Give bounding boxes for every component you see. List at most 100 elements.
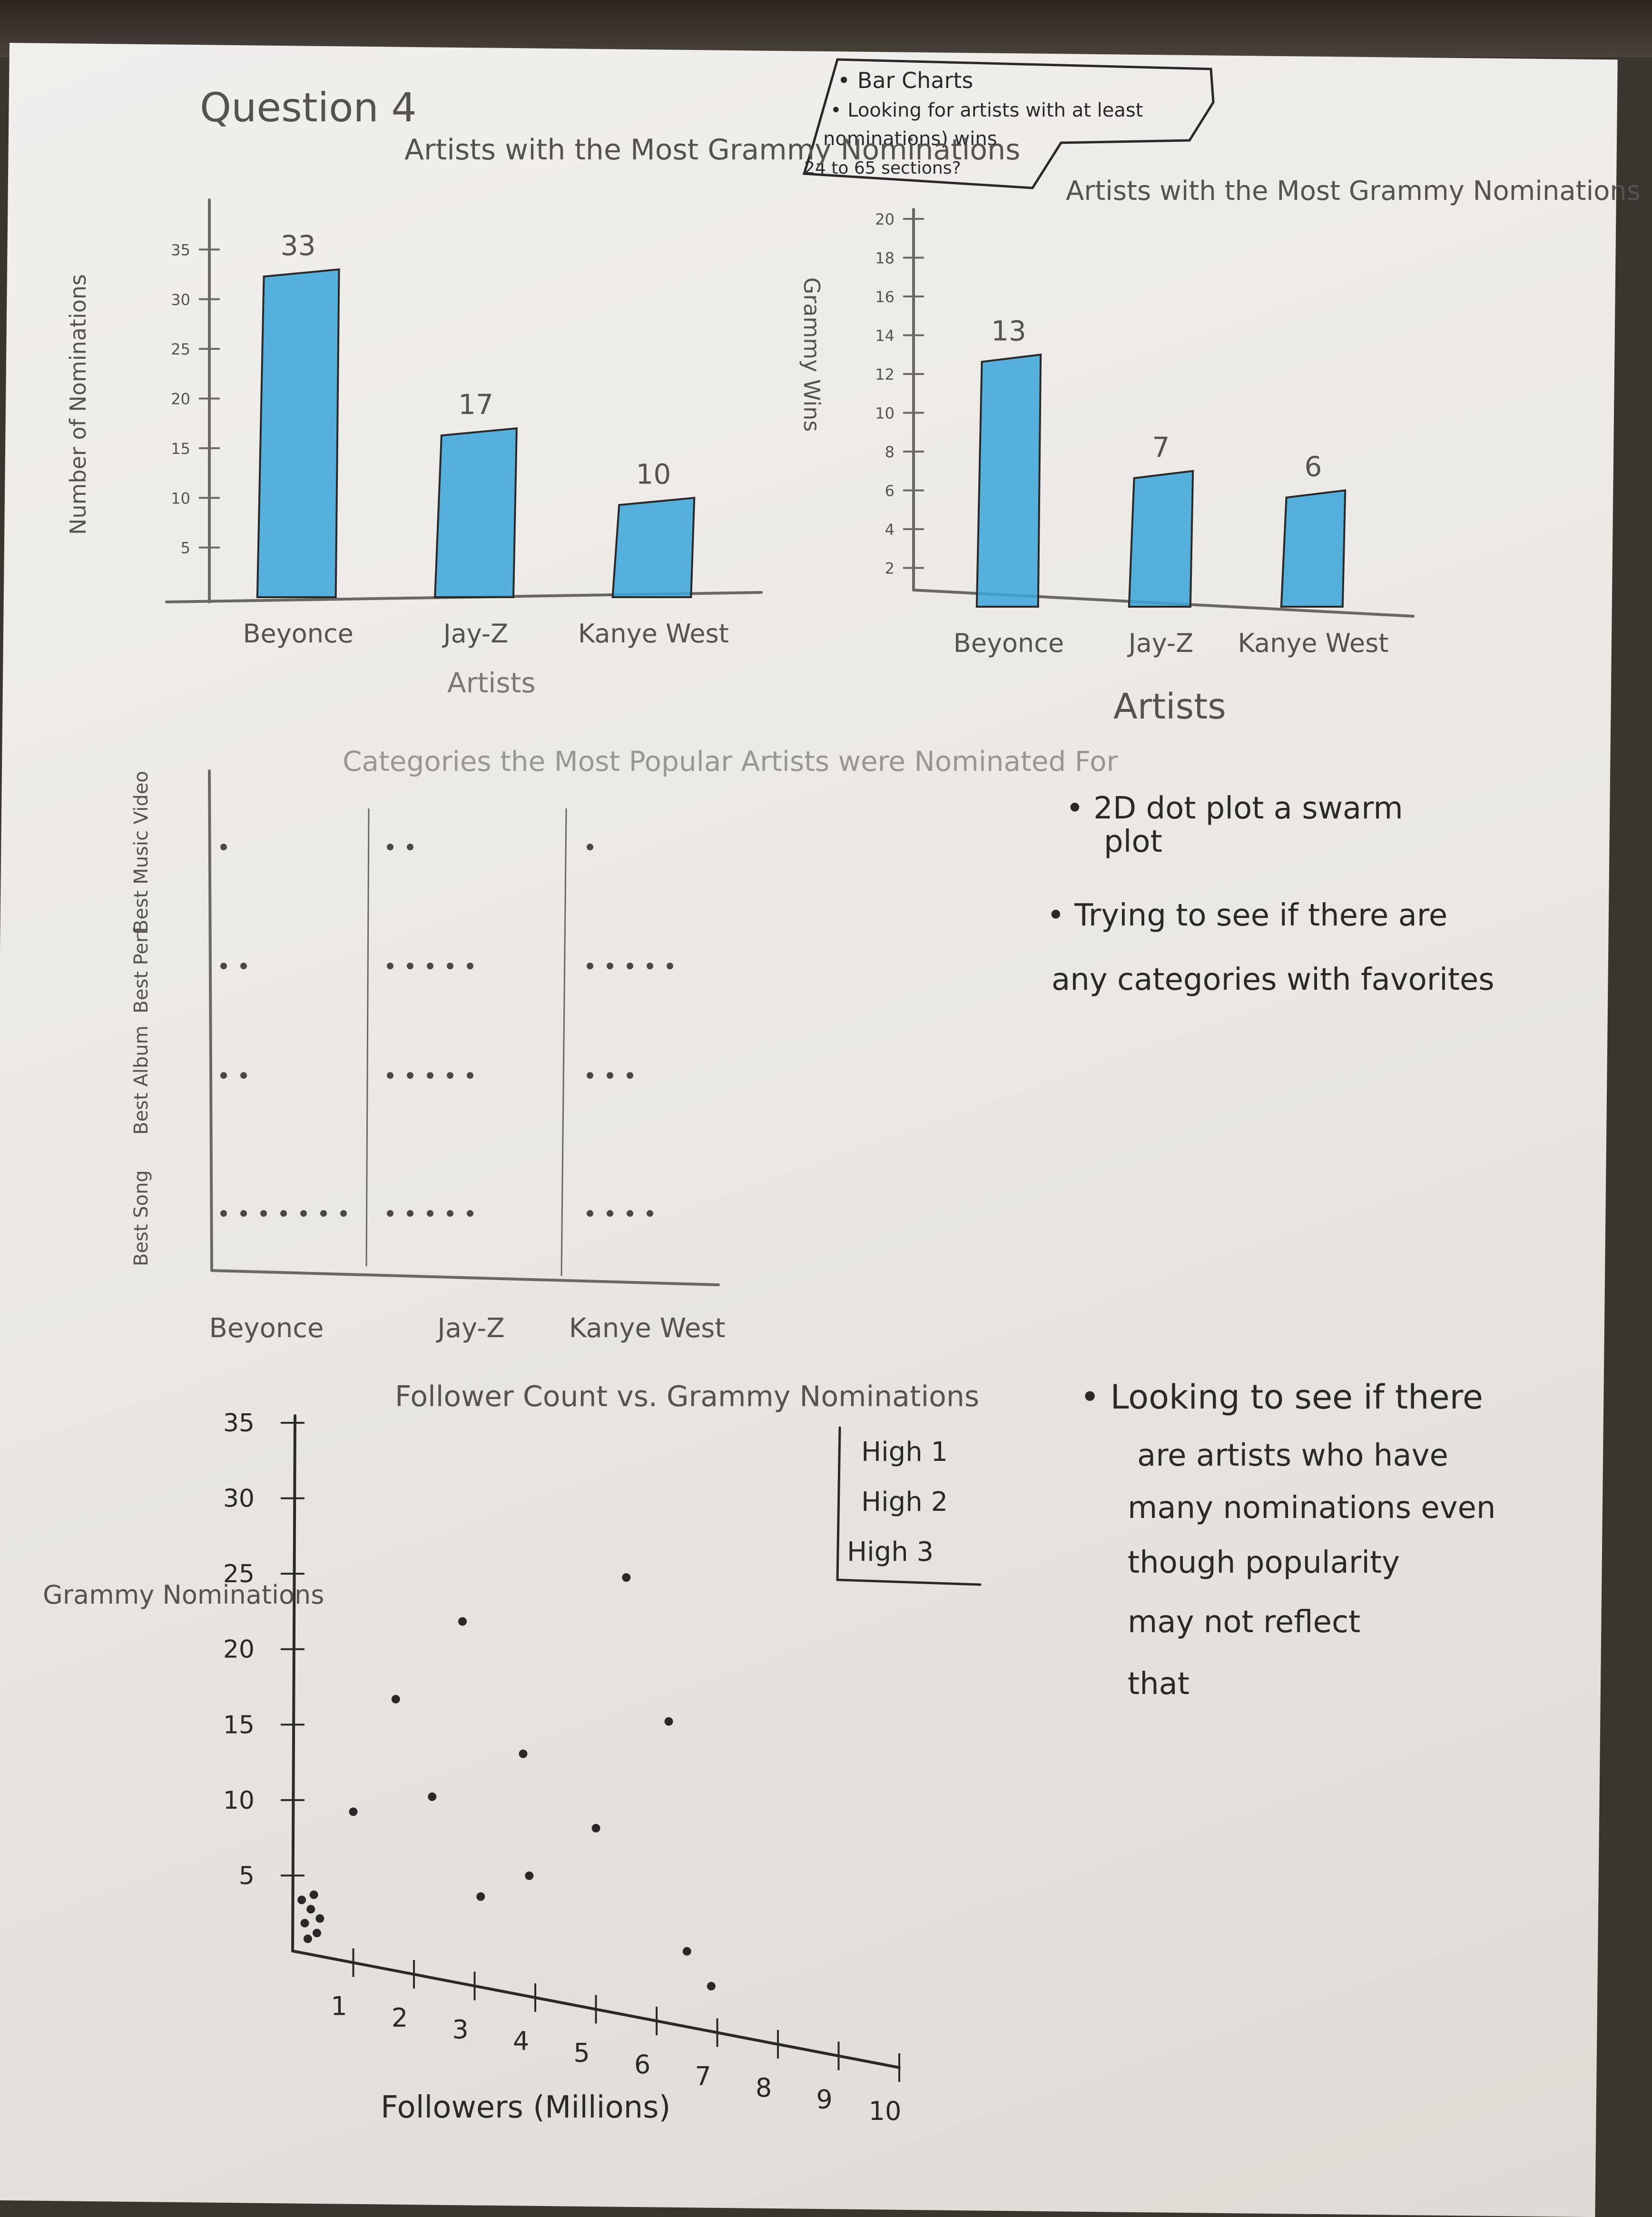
category-dot	[387, 1072, 393, 1079]
swarm-note-line-3: • Trying to see if there are	[1047, 898, 1447, 933]
x-tick-label: 9	[816, 2085, 832, 2115]
category-dot	[427, 963, 433, 969]
scatter-note-line-6: that	[1128, 1666, 1190, 1702]
y-tick-label: 16	[875, 288, 895, 306]
category-dot	[220, 1210, 227, 1217]
scatter-point	[519, 1749, 528, 1758]
y-tick-label: 18	[875, 249, 895, 267]
chart3-dots	[220, 844, 673, 1217]
scatter-point	[309, 1890, 318, 1899]
category-dot-plot: Categories the Most Popular Artists were…	[130, 745, 1118, 1344]
y-tick-label: 30	[223, 1485, 255, 1513]
x-tick-label: 7	[695, 2061, 711, 2091]
chart2-x-label: Artists	[1113, 686, 1226, 727]
scatter-note-line-4: though popularity	[1128, 1545, 1400, 1580]
chart4-y-ticks: 5 10 15 20 25 30 35	[223, 1409, 305, 1890]
y-tick-label: 4	[885, 521, 895, 539]
chart1-title: Artists with the Most Grammy Nominations	[404, 133, 1020, 167]
category-dot	[627, 963, 633, 969]
scatter-point	[458, 1617, 467, 1626]
chart2-bars	[975, 353, 1347, 608]
y-tick-label: 25	[223, 1560, 255, 1588]
category-dot	[387, 844, 393, 850]
wins-bar-chart: Artists with the Most Grammy Nominations…	[799, 176, 1641, 727]
x-tick-label: 2	[392, 2003, 408, 2033]
category-dot	[427, 1072, 433, 1079]
scatter-note-line-5: may not reflect	[1128, 1605, 1360, 1640]
y-tick-label: 14	[875, 327, 895, 345]
category-dot	[607, 1072, 613, 1079]
category-label: Jay-Z	[442, 619, 509, 649]
category-dot	[387, 1210, 393, 1217]
y-tick-label: 20	[171, 390, 190, 408]
bar	[611, 497, 696, 598]
x-tick-label: 6	[634, 2049, 650, 2079]
note-box-line-3: nominations) wins	[823, 128, 997, 150]
chart1-data-labels: 33 17 10	[281, 229, 671, 490]
x-tick-label: 3	[452, 2015, 468, 2045]
category-dot	[627, 1210, 633, 1217]
bar	[256, 268, 340, 598]
row-label: Best Album	[130, 1025, 152, 1134]
category-label: Kanye West	[578, 619, 729, 649]
bar	[1128, 470, 1194, 608]
chart3-divider-1	[365, 808, 370, 1267]
category-dot	[407, 844, 413, 850]
category-dot	[340, 1210, 347, 1217]
scatter-point	[707, 1981, 716, 1990]
scatter-point	[297, 1895, 306, 1904]
category-dot	[587, 963, 593, 969]
bar-data-label: 10	[636, 458, 671, 490]
bar-data-label: 7	[1152, 431, 1170, 463]
category-dot	[587, 1210, 593, 1217]
swarm-note-line-4: any categories with favorites	[1052, 962, 1495, 997]
x-tick-label: 5	[573, 2038, 590, 2068]
category-dot	[587, 844, 593, 850]
category-dot	[447, 1072, 453, 1079]
y-tick-label: 10	[171, 489, 190, 507]
category-label: Beyonce	[954, 628, 1064, 658]
y-tick-label: 10	[875, 404, 895, 423]
chart2-y-label: Grammy Wins	[799, 277, 825, 432]
note-box-line-2: • Looking for artists with at least	[830, 99, 1143, 121]
scatter-point	[349, 1807, 358, 1816]
chart4-x-label: Followers (Millions)	[381, 2090, 670, 2125]
note-box-line-1: • Bar Charts	[837, 68, 973, 93]
page-title: Question 4	[200, 84, 417, 131]
scatter-point	[306, 1905, 315, 1914]
followers-scatter-chart: Follower Count vs. Grammy Nominations 51…	[43, 1380, 982, 2126]
swarm-notes: • 2D dot plot a swarm plot • Trying to s…	[1047, 791, 1495, 997]
y-tick-label: 30	[171, 291, 190, 309]
note-box-line-4: 24 to 65 sections?	[804, 158, 961, 178]
category-label: Beyonce	[243, 619, 353, 649]
category-dot	[587, 1072, 593, 1079]
category-dot	[647, 1210, 653, 1217]
category-dot	[607, 963, 613, 969]
chart1-y-label: Number of Nominations	[65, 274, 91, 535]
category-dot	[427, 1210, 433, 1217]
scatter-point	[591, 1823, 600, 1833]
y-tick-label: 2	[885, 560, 895, 578]
y-tick-label: 12	[875, 365, 895, 384]
category-dot	[280, 1210, 287, 1217]
y-tick-label: 6	[885, 482, 895, 500]
category-dot	[240, 1210, 247, 1217]
x-tick-label: 1	[331, 1991, 347, 2021]
category-label: Kanye West	[569, 1313, 726, 1344]
chart2-y-ticks: 2 4 6 8 10 12 14 16 18 20	[875, 210, 924, 578]
chart1-category-labels: Beyonce Jay-Z Kanye West	[243, 619, 728, 649]
bar-data-label: 17	[458, 388, 493, 421]
x-tick-label: 10	[869, 2096, 902, 2126]
bar	[434, 427, 518, 598]
y-tick-label: 35	[171, 241, 190, 259]
category-dot	[627, 1072, 633, 1079]
category-dot	[300, 1210, 307, 1217]
x-tick-label: 4	[513, 2026, 529, 2056]
category-dot	[220, 844, 227, 850]
category-dot	[387, 963, 393, 969]
chart4-legend: High 1 High 2 High 3	[836, 1426, 982, 1586]
category-label: Jay-Z	[436, 1313, 505, 1344]
